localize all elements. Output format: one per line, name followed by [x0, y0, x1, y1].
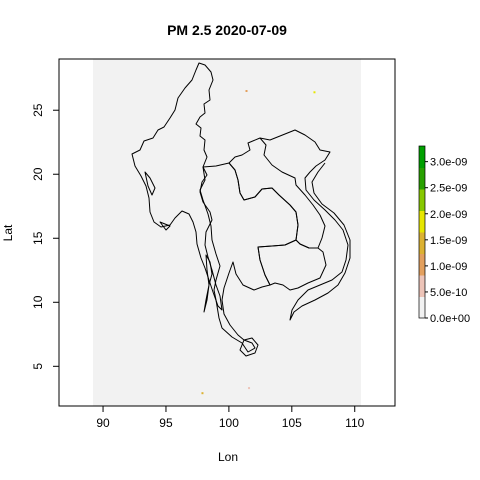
- x-axis: 90 95 100 105 110: [96, 406, 364, 430]
- x-tick-label: 105: [282, 416, 302, 430]
- legend-tick-label: 3.0e-09: [430, 157, 467, 169]
- y-tick-label: 10: [31, 295, 45, 309]
- y-tick-label: 15: [31, 231, 45, 245]
- x-tick-label: 95: [159, 416, 173, 430]
- chart-title: PM 2.5 2020-07-09: [167, 22, 287, 38]
- y-tick-label: 20: [31, 167, 45, 181]
- legend-color-segment: [419, 189, 425, 211]
- hotspot-pixel: [313, 91, 315, 93]
- y-axis-label: Lat: [1, 224, 15, 241]
- hotspot-pixel: [248, 387, 250, 389]
- legend-color-segment: [419, 146, 425, 168]
- legend-tick-label: 2.5e-09: [430, 183, 467, 195]
- legend-tick-label: 5.0e-10: [430, 287, 467, 299]
- hotspot-pixel: [246, 90, 248, 92]
- legend-tick-label: 1.5e-09: [430, 235, 467, 247]
- legend-color-segment: [419, 254, 425, 276]
- legend-color-segment: [419, 211, 425, 233]
- legend-tick-label: 2.0e-09: [430, 209, 467, 221]
- legend-color-segment: [419, 275, 425, 297]
- hotspot-pixel: [201, 392, 203, 394]
- legend-tick-label: 1.0e-09: [430, 261, 467, 273]
- x-tick-label: 110: [345, 416, 364, 430]
- legend-color-segment: [419, 297, 425, 319]
- y-tick-label: 5: [31, 363, 45, 370]
- raster-background: [93, 59, 361, 406]
- legend-color-segment: [419, 168, 425, 190]
- x-tick-label: 100: [219, 416, 239, 430]
- legend-tick-label: 0.0e+00: [430, 313, 470, 325]
- x-tick-label: 90: [96, 416, 110, 430]
- x-axis-label: Lon: [218, 450, 238, 464]
- legend-color-segment: [419, 232, 425, 254]
- y-tick-label: 25: [31, 103, 45, 117]
- color-legend: 0.0e+00 5.0e-10 1.0e-09 1.5e-09 2.0e-09 2.5e-…: [419, 146, 470, 325]
- y-axis: 5 10 15 20 25: [31, 103, 59, 369]
